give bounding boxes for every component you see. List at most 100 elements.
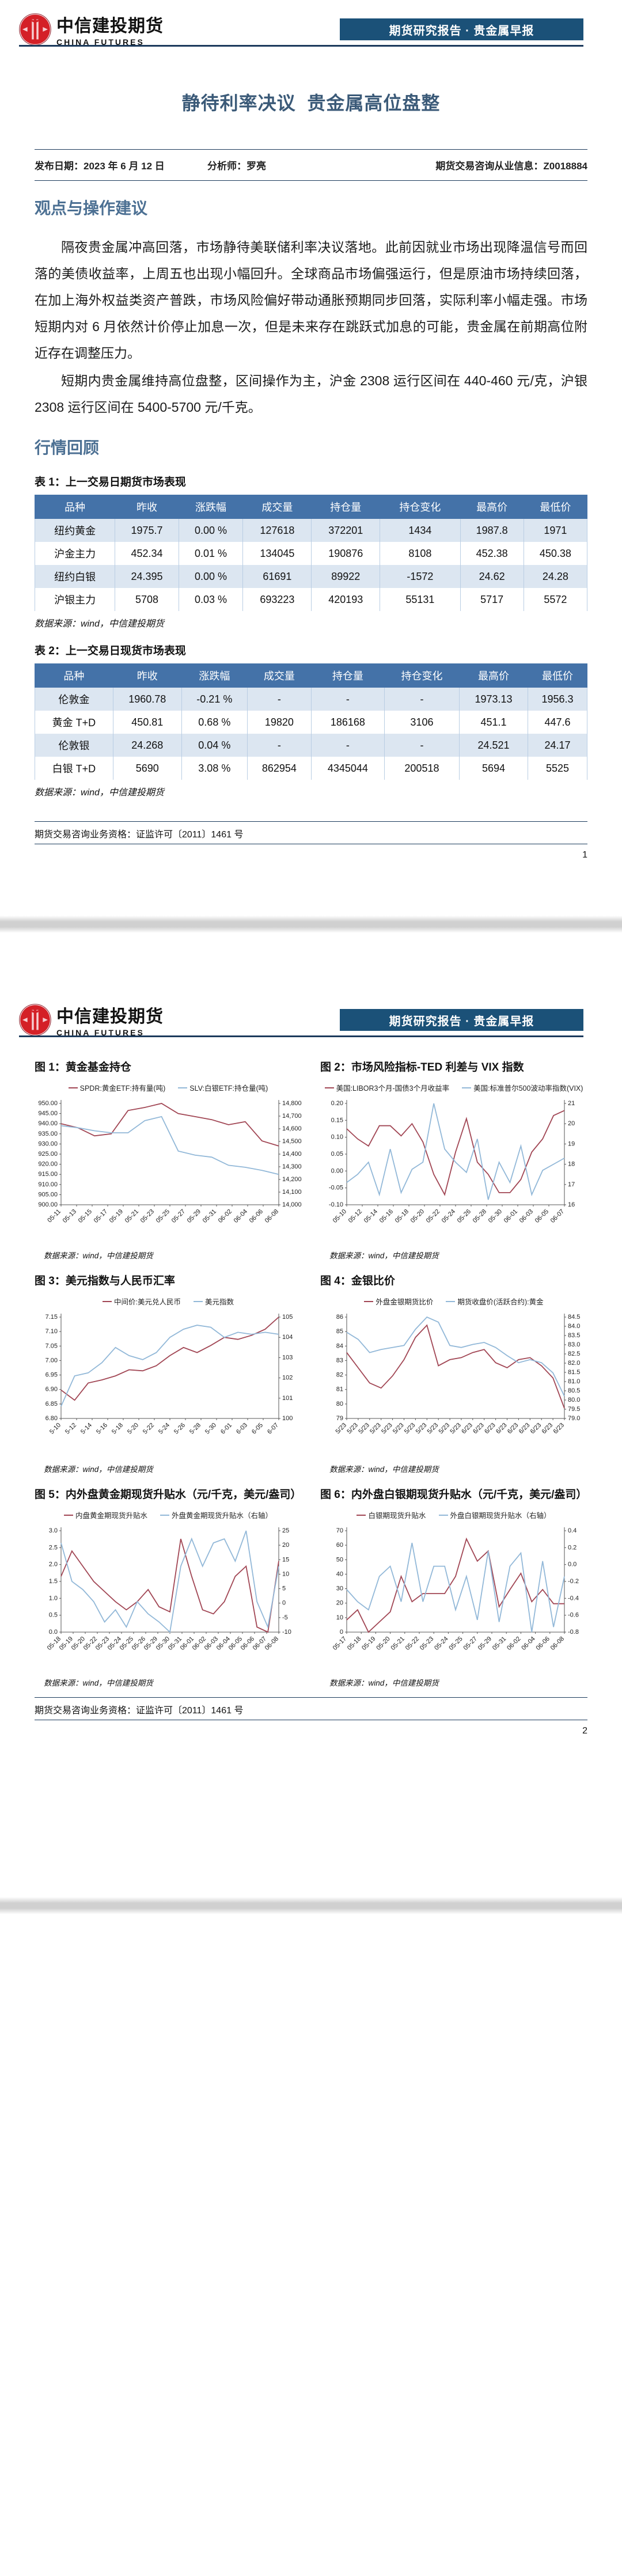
svg-text:05-10: 05-10 xyxy=(332,1208,348,1224)
svg-text:05-25: 05-25 xyxy=(155,1208,171,1224)
svg-text:925.00: 925.00 xyxy=(38,1151,58,1158)
svg-text:05-21: 05-21 xyxy=(124,1208,140,1224)
svg-text:06-08: 06-08 xyxy=(264,1208,280,1224)
svg-text:-0.2: -0.2 xyxy=(568,1578,579,1585)
svg-text:5/23: 5/23 xyxy=(369,1422,382,1436)
svg-text:06-03: 06-03 xyxy=(518,1208,534,1224)
svg-text:06-06: 06-06 xyxy=(248,1208,264,1224)
svg-text:05-17: 05-17 xyxy=(332,1636,348,1652)
svg-text:2.5: 2.5 xyxy=(49,1544,58,1551)
svg-text:06-06: 06-06 xyxy=(535,1636,551,1652)
svg-text:5/23: 5/23 xyxy=(380,1422,394,1436)
svg-text:81: 81 xyxy=(336,1386,343,1393)
svg-text:-0.4: -0.4 xyxy=(568,1595,579,1602)
svg-text:06-08: 06-08 xyxy=(549,1636,566,1652)
svg-text:05-18: 05-18 xyxy=(346,1636,362,1652)
svg-text:20: 20 xyxy=(568,1120,575,1127)
svg-text:05-19: 05-19 xyxy=(108,1208,124,1224)
svg-text:10: 10 xyxy=(282,1570,289,1577)
svg-text:0.20: 0.20 xyxy=(331,1100,343,1107)
svg-text:05-24: 05-24 xyxy=(433,1636,449,1652)
svg-text:14,300: 14,300 xyxy=(282,1163,302,1170)
svg-text:105: 105 xyxy=(282,1314,293,1321)
svg-text:17: 17 xyxy=(568,1181,575,1188)
svg-text:6/23: 6/23 xyxy=(518,1422,532,1436)
svg-text:20: 20 xyxy=(282,1542,289,1549)
svg-text:14,500: 14,500 xyxy=(282,1138,302,1145)
svg-text:5/23: 5/23 xyxy=(438,1422,452,1436)
svg-text:83.0: 83.0 xyxy=(568,1341,580,1348)
svg-text:915.00: 915.00 xyxy=(38,1171,58,1178)
svg-text:82: 82 xyxy=(336,1372,343,1379)
svg-text:05-23: 05-23 xyxy=(139,1208,156,1224)
svg-text:905.00: 905.00 xyxy=(38,1191,58,1198)
svg-text:05-25: 05-25 xyxy=(447,1636,464,1652)
svg-text:79: 79 xyxy=(336,1415,343,1422)
svg-text:05-11: 05-11 xyxy=(46,1208,62,1224)
svg-text:05-27: 05-27 xyxy=(170,1208,187,1224)
svg-text:5/23: 5/23 xyxy=(346,1422,359,1436)
svg-text:1.5: 1.5 xyxy=(49,1578,58,1585)
svg-text:-0.10: -0.10 xyxy=(329,1201,343,1208)
svg-text:06-01: 06-01 xyxy=(503,1208,519,1224)
svg-text:5-24: 5-24 xyxy=(157,1422,171,1436)
svg-text:5-28: 5-28 xyxy=(188,1422,202,1436)
svg-text:05-22: 05-22 xyxy=(425,1208,441,1224)
svg-text:5/23: 5/23 xyxy=(403,1422,417,1436)
svg-text:06-02: 06-02 xyxy=(217,1208,233,1224)
svg-text:6/23: 6/23 xyxy=(552,1422,566,1436)
svg-text:21: 21 xyxy=(568,1100,575,1107)
svg-text:930.00: 930.00 xyxy=(38,1140,58,1147)
svg-text:6/23: 6/23 xyxy=(541,1422,555,1436)
svg-text:920.00: 920.00 xyxy=(38,1161,58,1168)
svg-text:5-22: 5-22 xyxy=(142,1422,156,1436)
svg-text:100: 100 xyxy=(282,1415,293,1422)
svg-text:60: 60 xyxy=(336,1542,343,1549)
svg-text:14,800: 14,800 xyxy=(282,1100,302,1107)
svg-text:85: 85 xyxy=(336,1328,343,1335)
svg-text:05-17: 05-17 xyxy=(93,1208,109,1224)
svg-text:06-07: 06-07 xyxy=(549,1208,566,1224)
svg-text:05-13: 05-13 xyxy=(62,1208,78,1224)
svg-text:82.0: 82.0 xyxy=(568,1360,580,1367)
svg-text:05-29: 05-29 xyxy=(477,1636,493,1652)
svg-text:1.0: 1.0 xyxy=(49,1595,58,1602)
svg-text:5/23: 5/23 xyxy=(449,1422,462,1436)
svg-text:5-26: 5-26 xyxy=(173,1422,187,1436)
svg-text:80.5: 80.5 xyxy=(568,1387,580,1394)
svg-text:940.00: 940.00 xyxy=(38,1120,58,1127)
svg-text:6.80: 6.80 xyxy=(45,1415,58,1422)
svg-text:10: 10 xyxy=(336,1614,343,1621)
svg-text:84: 84 xyxy=(336,1342,343,1349)
svg-text:6/23: 6/23 xyxy=(506,1422,520,1436)
svg-text:910.00: 910.00 xyxy=(38,1181,58,1188)
svg-text:3.0: 3.0 xyxy=(49,1527,58,1534)
svg-text:84.0: 84.0 xyxy=(568,1323,580,1330)
svg-text:80: 80 xyxy=(336,1401,343,1407)
svg-text:5/23: 5/23 xyxy=(426,1422,440,1436)
svg-text:104: 104 xyxy=(282,1334,293,1341)
svg-text:7.15: 7.15 xyxy=(45,1314,58,1321)
svg-text:0.4: 0.4 xyxy=(568,1527,577,1534)
svg-text:6-05: 6-05 xyxy=(251,1422,264,1436)
svg-text:5/23: 5/23 xyxy=(334,1422,348,1436)
svg-text:6-01: 6-01 xyxy=(219,1422,233,1436)
svg-text:6-03: 6-03 xyxy=(235,1422,249,1436)
svg-text:05-15: 05-15 xyxy=(77,1208,93,1224)
svg-text:-0.6: -0.6 xyxy=(568,1612,579,1619)
svg-text:18: 18 xyxy=(568,1161,575,1168)
svg-text:16: 16 xyxy=(568,1201,575,1208)
svg-text:5-18: 5-18 xyxy=(111,1422,124,1436)
svg-text:80.0: 80.0 xyxy=(568,1397,580,1403)
svg-text:0.00: 0.00 xyxy=(331,1167,343,1174)
svg-text:6/23: 6/23 xyxy=(529,1422,543,1436)
svg-text:-0.8: -0.8 xyxy=(568,1629,579,1636)
svg-text:83: 83 xyxy=(336,1357,343,1364)
svg-text:05-31: 05-31 xyxy=(491,1636,507,1652)
svg-text:05-28: 05-28 xyxy=(472,1208,488,1224)
svg-text:14,700: 14,700 xyxy=(282,1113,302,1120)
svg-text:5-30: 5-30 xyxy=(204,1422,218,1436)
svg-text:5-20: 5-20 xyxy=(126,1422,140,1436)
svg-text:6.85: 6.85 xyxy=(45,1401,58,1407)
svg-text:06-08: 06-08 xyxy=(264,1636,280,1652)
